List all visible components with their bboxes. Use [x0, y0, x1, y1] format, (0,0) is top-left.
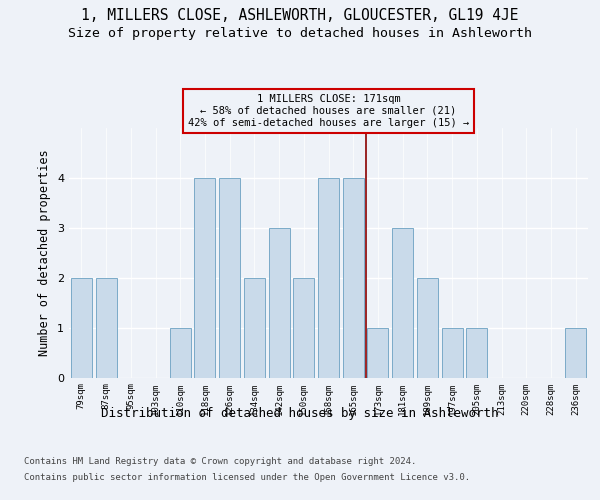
Text: 1, MILLERS CLOSE, ASHLEWORTH, GLOUCESTER, GL19 4JE: 1, MILLERS CLOSE, ASHLEWORTH, GLOUCESTER… [81, 8, 519, 22]
Bar [269, 228, 290, 378]
Bar [565, 328, 586, 378]
Bar [244, 278, 265, 378]
Text: Contains public sector information licensed under the Open Government Licence v3: Contains public sector information licen… [24, 472, 470, 482]
Bar [392, 228, 413, 378]
Bar [442, 328, 463, 378]
Bar [219, 178, 240, 378]
Text: 1 MILLERS CLOSE: 171sqm
← 58% of detached houses are smaller (21)
42% of semi-de: 1 MILLERS CLOSE: 171sqm ← 58% of detache… [188, 94, 469, 128]
Bar [318, 178, 339, 378]
Bar [466, 328, 487, 378]
Text: Contains HM Land Registry data © Crown copyright and database right 2024.: Contains HM Land Registry data © Crown c… [24, 458, 416, 466]
Bar [293, 278, 314, 378]
Y-axis label: Number of detached properties: Number of detached properties [38, 149, 52, 356]
Bar [170, 328, 191, 378]
Bar [71, 278, 92, 378]
Text: Distribution of detached houses by size in Ashleworth: Distribution of detached houses by size … [101, 408, 499, 420]
Bar [417, 278, 438, 378]
Bar [95, 278, 116, 378]
Text: Size of property relative to detached houses in Ashleworth: Size of property relative to detached ho… [68, 28, 532, 40]
Bar [367, 328, 388, 378]
Bar [343, 178, 364, 378]
Bar [194, 178, 215, 378]
